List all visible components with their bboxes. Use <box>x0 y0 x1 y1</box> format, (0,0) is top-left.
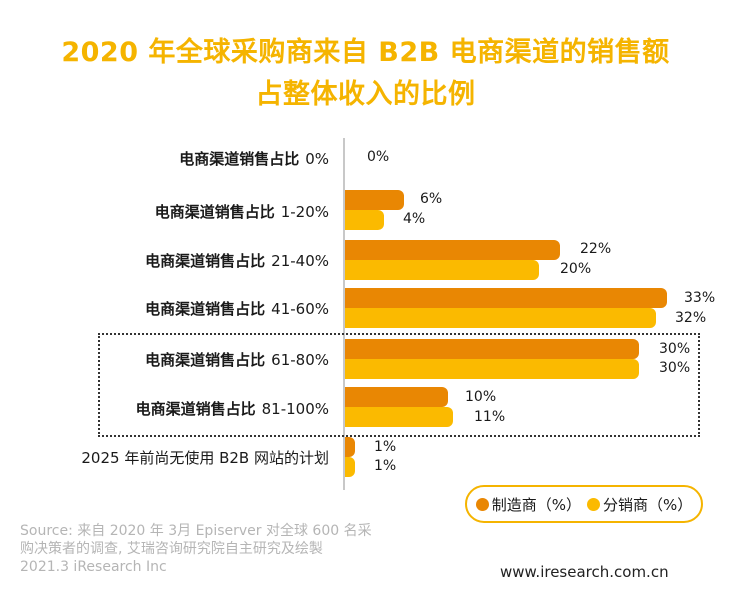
value-label-manufacturer: 30% <box>659 341 691 357</box>
category-label: 2025 年前尚无使用 B2B 网站的计划 <box>81 449 329 467</box>
y-axis-line <box>343 138 345 490</box>
bar-manufacturer <box>345 339 639 359</box>
value-label-manufacturer: 0% <box>367 149 390 165</box>
manufacturer-dot-icon <box>475 497 489 511</box>
bar-distributor <box>345 260 539 280</box>
value-label-distributor: 20% <box>560 261 592 277</box>
value-label-distributor: 4% <box>403 211 426 227</box>
bar-manufacturer <box>345 288 667 308</box>
value-label-manufacturer: 33% <box>684 290 716 306</box>
bar-distributor <box>345 359 639 379</box>
chart-legend: 制造商（%） 分销商（%） <box>465 485 703 523</box>
category-label: 电商渠道销售占比 1-20% <box>154 203 329 221</box>
bar-manufacturer <box>345 437 355 457</box>
website-url: www.iresearch.com.cn <box>500 563 669 581</box>
bar-manufacturer <box>345 190 404 210</box>
category-label: 电商渠道销售占比 41-60% <box>145 300 329 318</box>
legend-item-distributor: 分销商（%） <box>587 494 692 515</box>
value-label-distributor: 11% <box>474 409 506 425</box>
value-label-distributor: 1% <box>374 458 397 474</box>
highlight-box <box>98 333 700 437</box>
source-note: Source: 来自 2020 年 3月 Episerver 对全球 600 名… <box>20 523 372 575</box>
category-label: 电商渠道销售占比 81-100% <box>135 400 329 418</box>
bar-distributor <box>345 308 656 328</box>
category-label: 电商渠道销售占比 0% <box>179 150 329 168</box>
chart-title-line2: 占整体收入的比例 <box>255 79 476 110</box>
bar-manufacturer <box>345 240 560 260</box>
bar-distributor <box>345 407 453 427</box>
value-label-distributor: 30% <box>659 360 691 376</box>
value-label-manufacturer: 10% <box>465 389 497 405</box>
value-label-manufacturer: 1% <box>374 439 397 455</box>
bar-distributor <box>345 457 355 477</box>
legend-item-manufacturer: 制造商（%） <box>475 494 581 515</box>
category-label: 电商渠道销售占比 21-40% <box>145 252 329 270</box>
category-label: 电商渠道销售占比 61-80% <box>145 351 329 369</box>
value-label-distributor: 32% <box>675 310 707 326</box>
distributor-dot-icon <box>587 497 600 511</box>
bar-distributor <box>345 210 384 230</box>
chart-title-line1: 2020 年全球采购商来自 B2B 电商渠道的销售额 <box>61 37 670 68</box>
value-label-manufacturer: 22% <box>580 241 612 257</box>
value-label-manufacturer: 6% <box>420 191 443 207</box>
bar-manufacturer <box>345 387 448 407</box>
